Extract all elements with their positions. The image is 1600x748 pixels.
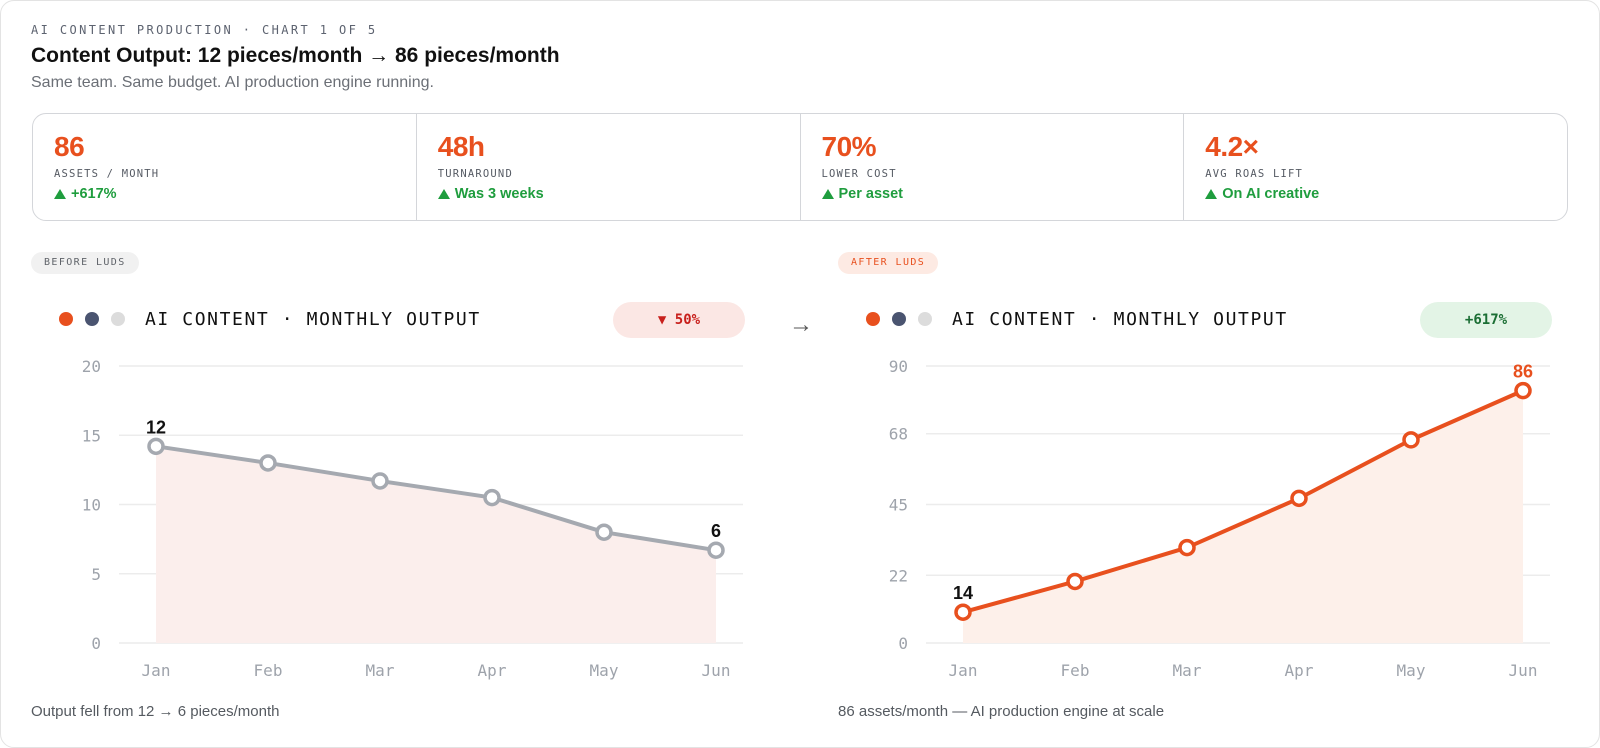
arrow-right-icon: → (789, 311, 813, 338)
after-x-tick-label: May (1397, 661, 1426, 680)
kpi-delta: Was 3 weeks (437, 186, 544, 202)
triangle-up-icon (1205, 189, 1218, 199)
before-y-tick-label: 0 (91, 634, 101, 653)
page-title: Content Output: 12 pieces/month → 86 pie… (31, 44, 560, 67)
kpi-delta: Per asset (821, 186, 904, 202)
triangle-up-icon (54, 189, 66, 199)
before-y-tick-label: 10 (82, 496, 101, 515)
before-data-label: 12 (146, 417, 166, 437)
before-data-point (147, 437, 165, 456)
before-chart-title: AI CONTENT · MONTHLY OUTPUT (145, 308, 481, 330)
triangle-up-icon (437, 189, 450, 199)
before-series-line (154, 444, 718, 553)
kpi-value: 4.2× (1205, 131, 1259, 162)
kpi-assets: 86 ASSETS / MONTH +617% (33, 114, 417, 220)
kpi-value: 48h (437, 131, 485, 162)
eyebrow-label: AI CONTENT PRODUCTION · CHART 1 OF 5 (31, 23, 378, 37)
before-data-point (259, 454, 277, 472)
before-x-tick-label: Feb (254, 661, 283, 680)
kpi-label: ASSETS / MONTH (54, 168, 160, 180)
line-charts: 0 5 10 15 20 Jan Feb Mar Apr May Jun 12 6 0 22 45 68 90 Ja… (82, 357, 1550, 680)
before-x-tick-label: Mar (366, 661, 395, 680)
legend-dot-slate (85, 312, 99, 326)
kpi-label: AVG ROAS LIFT (1205, 168, 1304, 180)
after-data-point (1178, 538, 1196, 557)
page-subtitle: Same team. Same budget. AI production en… (31, 74, 434, 91)
after-x-tick-label: Apr (1285, 661, 1314, 680)
before-change-badge: ▼ 50% (613, 302, 745, 338)
kpi-roas: 4.2× AVG ROAS LIFT On AI creative (1184, 114, 1567, 220)
kpi-strip: 86 ASSETS / MONTH +617% 48h TURNAROUND W… (32, 113, 1568, 221)
after-y-tick-label: 22 (889, 566, 908, 585)
after-y-tick-label: 45 (889, 496, 908, 515)
after-change-badge: +617% (1420, 302, 1552, 338)
after-data-label: 86 (1513, 362, 1533, 382)
after-chart-header: AI CONTENT · MONTHLY OUTPUT (866, 301, 1288, 337)
legend-dot-orange (59, 312, 73, 326)
kpi-delta-text: Was 3 weeks (454, 186, 544, 202)
after-tag: AFTER LUDS (838, 252, 939, 274)
legend-dot-gray (111, 312, 125, 326)
before-area-fill (156, 446, 716, 643)
before-data-point (371, 472, 389, 490)
after-x-tick-label: Mar (1173, 661, 1202, 680)
kpi-value: 86 (54, 131, 85, 162)
kpi-delta-text: +617% (71, 186, 117, 202)
after-data-point (1514, 381, 1532, 400)
after-x-tick-label: Feb (1061, 661, 1090, 680)
kpi-delta: On AI creative (1205, 186, 1319, 202)
legend-dot-gray (918, 312, 932, 326)
kpi-delta-text: On AI creative (1222, 186, 1320, 202)
kpi-value: 70% (821, 131, 877, 162)
after-chart-title: AI CONTENT · MONTHLY OUTPUT (952, 308, 1288, 330)
before-x-tick-label: Jan (142, 661, 171, 680)
after-data-point (1402, 431, 1420, 449)
before-footnote: Output fell from 12 → 6 pieces/month (31, 703, 280, 720)
kpi-turnaround: 48h TURNAROUND Was 3 weeks (417, 114, 801, 220)
after-data-point (1066, 572, 1084, 591)
before-tag: BEFORE LUDS (31, 252, 139, 274)
before-x-tick-label: Apr (478, 661, 507, 680)
before-x-tick-label: May (590, 661, 619, 680)
legend-dot-slate (892, 312, 906, 326)
before-y-tick-label: 15 (82, 426, 101, 445)
kpi-cost: 70% LOWER COST Per asset (801, 114, 1185, 220)
after-data-point (1290, 489, 1308, 508)
after-x-tick-label: Jun (1509, 661, 1538, 680)
before-y-tick-label: 20 (82, 357, 101, 376)
after-data-point (954, 603, 972, 621)
before-x-tick-label: Jun (702, 661, 731, 680)
after-x-tick-label: Jan (949, 661, 978, 680)
legend-dot-orange (866, 312, 880, 326)
kpi-label: TURNAROUND (437, 168, 513, 180)
kpi-delta-text: Per asset (838, 186, 904, 202)
before-y-tick-label: 5 (91, 565, 101, 584)
before-data-label: 6 (711, 521, 721, 541)
before-chart-header: AI CONTENT · MONTHLY OUTPUT (59, 301, 481, 337)
after-y-tick-label: 68 (889, 425, 908, 444)
before-data-point (595, 523, 613, 541)
after-y-tick-label: 90 (889, 357, 908, 376)
triangle-up-icon (821, 189, 834, 199)
before-data-point (707, 541, 725, 559)
after-y-tick-label: 0 (898, 634, 908, 653)
after-footnote: 86 assets/month — AI production engine a… (838, 703, 1165, 720)
before-data-point (483, 488, 501, 507)
after-data-label: 14 (953, 583, 973, 603)
after-area-fill (963, 390, 1523, 643)
kpi-label: LOWER COST (821, 168, 897, 180)
after-series-line (961, 388, 1525, 615)
kpi-delta: +617% (54, 186, 117, 202)
